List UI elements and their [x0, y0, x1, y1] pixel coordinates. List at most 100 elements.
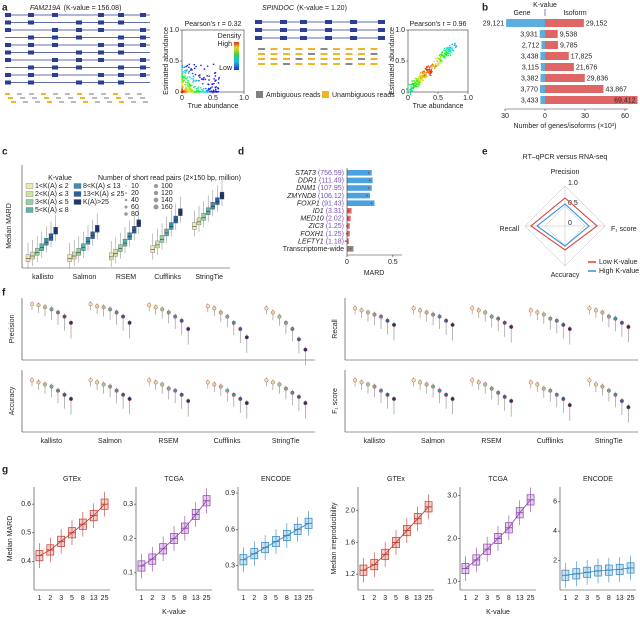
dot [186, 327, 191, 332]
box [150, 245, 155, 253]
scatter-dot [218, 76, 220, 79]
x-tick-label: 8 [183, 595, 187, 602]
scatter-dot [418, 84, 421, 86]
dot [353, 378, 358, 383]
read [80, 97, 85, 99]
scatter-dot [211, 86, 213, 88]
x-tick-label: StringTie [195, 274, 223, 281]
read [17, 93, 22, 95]
scatter-dot [209, 91, 212, 93]
box [132, 226, 137, 234]
scatter-dot [188, 63, 191, 66]
inset-title: SPINDOC (K-value = 1.20) [262, 5, 347, 12]
size-swatch [153, 204, 159, 210]
x-tick-label: 1.0 [239, 95, 249, 102]
y-tick-label: 0.3 [123, 501, 133, 508]
dot [166, 386, 171, 391]
scatter-dot [448, 44, 451, 47]
scatter-dot [198, 91, 201, 93]
exon [325, 28, 332, 32]
box [219, 191, 225, 200]
scatter-dot [419, 80, 421, 82]
panel-title: TCGA [164, 476, 184, 483]
k-value: (1.18) [326, 238, 344, 245]
exon [98, 58, 104, 62]
read [35, 101, 40, 103]
y-tick-label: 0.6 [225, 526, 235, 533]
dot [114, 388, 119, 393]
y-tick-label: 0.3 [225, 563, 235, 570]
scatter-dot [443, 52, 446, 55]
x-tick-label: 25 [101, 595, 109, 602]
dot [290, 390, 295, 395]
box [35, 248, 40, 256]
scatter-dot [207, 91, 209, 93]
exon [140, 65, 146, 70]
read [258, 48, 265, 50]
legend-label: Gene [513, 10, 530, 17]
x-tick-label: kallisto [41, 438, 63, 445]
scatter-dot [423, 73, 426, 75]
x-tick-label: 2 [252, 595, 256, 602]
exon [52, 28, 58, 32]
dot [121, 392, 126, 397]
dot [600, 310, 605, 315]
scatter-dot [217, 87, 219, 89]
scatter-dot [412, 79, 415, 82]
legend-label: 2<K(A) ≤ 3 [35, 191, 69, 198]
x-tick-label: kallisto [364, 438, 386, 445]
bar [506, 19, 545, 27]
gene-label: FOXP1 (91.43) [297, 200, 344, 207]
dot [619, 320, 624, 325]
gene-label: DNM1 (107.95) [296, 185, 344, 192]
scatter-dot [443, 54, 445, 56]
read [283, 53, 290, 55]
scatter-dot [438, 64, 440, 67]
scatter-dot [193, 67, 196, 70]
x-tick-label: 8 [507, 595, 511, 602]
size-swatch [153, 190, 159, 196]
scatter-dot [181, 87, 183, 90]
scatter-dot [191, 69, 193, 71]
panel-letter: g [2, 465, 8, 476]
x-tick-label: 8 [607, 595, 611, 602]
bar [347, 200, 375, 206]
y-tick-label: 0.6 [21, 501, 31, 508]
exon [5, 73, 11, 77]
scatter-dot [202, 89, 204, 92]
dot [238, 327, 243, 332]
legend-swatch [25, 183, 34, 189]
y-tick-label: 2 [553, 557, 557, 564]
box [155, 240, 160, 249]
size-swatch [153, 197, 159, 203]
axis-label: Estimated abundance [389, 27, 396, 95]
read [32, 97, 37, 99]
axis-label: Precision [9, 315, 16, 344]
read [95, 101, 100, 103]
point [370, 202, 373, 204]
scatter-dot [433, 60, 436, 63]
exon [98, 43, 104, 47]
dot [43, 305, 48, 310]
gene-name: SPINDOC [262, 5, 295, 12]
read [65, 93, 70, 95]
panel-letter: b [482, 3, 488, 14]
gene-name: MED10 [300, 215, 323, 222]
chart-title: RT–qPCR versus RNA-seq [523, 154, 608, 161]
axis-label: Recall [332, 319, 339, 339]
legend-label: 40 [131, 197, 139, 204]
scatter-dot [200, 64, 202, 67]
scatter-dot [214, 88, 217, 91]
bar [545, 30, 558, 38]
exon [98, 50, 104, 55]
dot [56, 310, 61, 315]
exon [118, 73, 124, 77]
scatter-dot [424, 71, 426, 74]
box [136, 219, 141, 227]
axis-label: Accuracy [9, 386, 16, 415]
dot [49, 307, 54, 312]
scatter-dot [441, 51, 443, 54]
y-tick-label: 1.2 [345, 571, 355, 578]
scatter-dot [187, 72, 190, 74]
bar [540, 74, 545, 82]
